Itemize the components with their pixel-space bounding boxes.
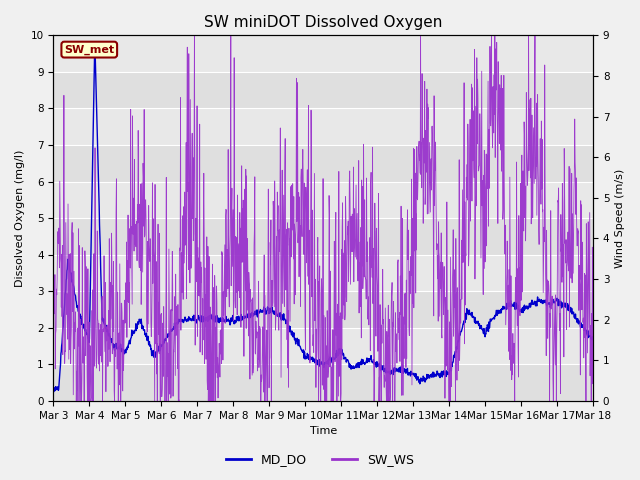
Bar [53,108,593,145]
X-axis label: Time: Time [310,426,337,436]
Y-axis label: Wind Speed (m/s): Wind Speed (m/s) [615,168,625,268]
Bar [53,218,593,255]
Bar [53,145,593,181]
Bar [53,364,593,401]
Title: SW miniDOT Dissolved Oxygen: SW miniDOT Dissolved Oxygen [204,15,442,30]
Legend: MD_DO, SW_WS: MD_DO, SW_WS [221,448,419,471]
Bar [53,72,593,108]
Bar [53,291,593,328]
Bar [53,181,593,218]
Y-axis label: Dissolved Oxygen (mg/l): Dissolved Oxygen (mg/l) [15,149,25,287]
Bar [53,328,593,364]
Bar [53,36,593,72]
Bar [53,255,593,291]
Text: SW_met: SW_met [64,45,115,55]
